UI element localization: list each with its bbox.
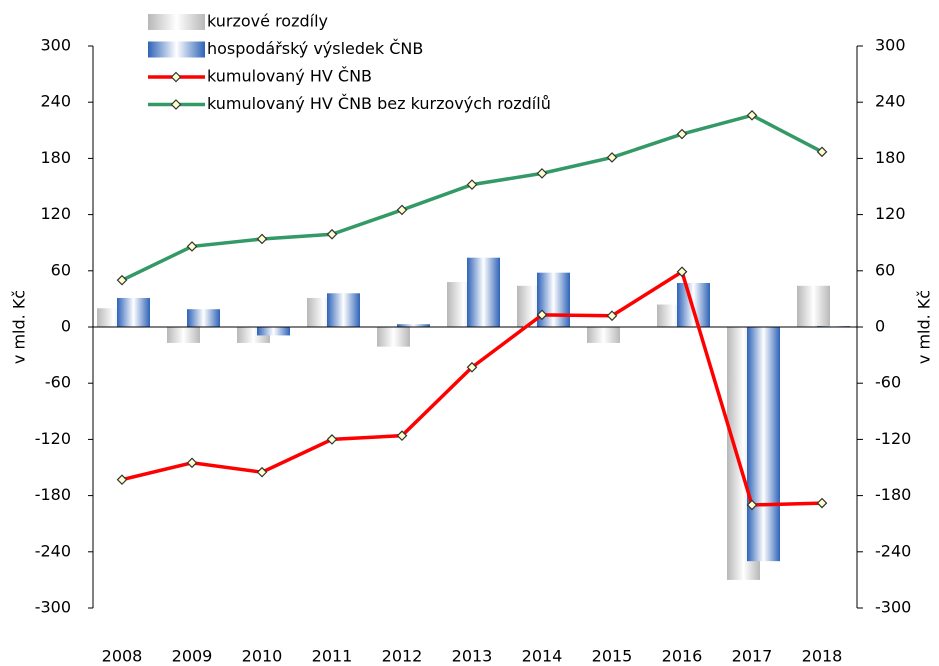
marker	[816, 497, 828, 509]
marker	[116, 274, 128, 286]
legend-label: kurzové rozdíly	[207, 12, 328, 31]
bar	[187, 309, 220, 327]
bar	[397, 324, 430, 327]
y-axis-label: v mld. Kč	[10, 290, 29, 364]
x-tick-label: 2018	[802, 647, 843, 666]
x-tick-label: 2008	[102, 647, 143, 666]
y-tick-label: -120	[35, 429, 71, 448]
legend-swatch	[148, 14, 205, 30]
y2-axis-label: v mld. Kč	[915, 290, 934, 364]
legend-swatch	[148, 41, 205, 58]
marker	[396, 430, 408, 442]
marker	[746, 499, 758, 511]
y-tick-label: 300	[40, 36, 71, 55]
marker	[466, 179, 478, 190]
bar	[257, 327, 290, 336]
y2-tick-label: 300	[875, 36, 906, 55]
x-tick-label: 2017	[732, 647, 773, 666]
legend-label: kumulovaný HV ČNB bez kurzových rozdílů	[207, 94, 551, 113]
marker	[816, 146, 828, 158]
bar	[327, 293, 360, 327]
x-tick-label: 2010	[242, 647, 283, 666]
y2-tick-label: -60	[875, 373, 901, 392]
marker	[536, 309, 548, 321]
marker	[116, 474, 128, 486]
marker	[536, 168, 548, 179]
y-tick-label: 0	[61, 317, 71, 336]
y2-tick-label: -180	[875, 485, 911, 504]
y2-tick-label: 180	[875, 148, 906, 167]
marker	[326, 228, 338, 240]
marker	[466, 361, 478, 373]
y2-tick-label: -240	[875, 541, 911, 560]
legend-marker	[170, 99, 182, 110]
x-tick-label: 2014	[522, 647, 563, 666]
y-tick-label: -240	[35, 541, 71, 560]
bar	[587, 327, 620, 343]
y2-tick-label: -300	[875, 598, 911, 617]
legend-marker	[170, 71, 182, 83]
y-tick-label: 180	[40, 148, 71, 167]
marker	[606, 310, 618, 322]
y2-tick-label: -120	[875, 429, 911, 448]
y2-tick-label: 240	[875, 92, 906, 111]
marker	[326, 434, 338, 445]
marker	[676, 266, 688, 278]
y-tick-label: -300	[35, 598, 71, 617]
marker	[186, 241, 198, 252]
marker	[186, 457, 198, 469]
line	[121, 113, 823, 282]
x-tick-label: 2009	[172, 647, 213, 666]
marker	[256, 233, 268, 245]
x-tick-label: 2015	[592, 647, 633, 666]
bar	[167, 327, 200, 343]
legend-label: kumulovaný HV ČNB	[207, 67, 372, 86]
legend-label: hospodářský výsledek ČNB	[207, 39, 423, 58]
bar	[467, 257, 500, 327]
x-tick-label: 2013	[452, 647, 493, 666]
y2-tick-label: 120	[875, 204, 906, 223]
y-tick-label: -60	[45, 373, 71, 392]
x-tick-label: 2012	[382, 647, 423, 666]
marker	[396, 204, 408, 216]
y-tick-label: 240	[40, 92, 71, 111]
marker	[606, 152, 618, 163]
marker	[746, 109, 758, 121]
x-tick-label: 2011	[312, 647, 353, 666]
y-tick-label: 60	[51, 260, 71, 279]
y2-tick-label: 60	[875, 260, 895, 279]
y-tick-label: -180	[35, 485, 71, 504]
bar	[797, 285, 830, 327]
marker	[676, 128, 688, 140]
x-tick-label: 2016	[662, 647, 703, 666]
bar	[117, 297, 150, 327]
bar	[377, 327, 410, 347]
y2-tick-label: 0	[875, 317, 885, 336]
marker	[256, 466, 268, 478]
bar	[747, 327, 780, 562]
y-tick-label: 120	[40, 204, 71, 223]
